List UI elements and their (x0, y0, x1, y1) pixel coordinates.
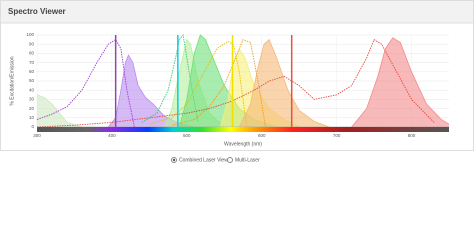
emission-line (238, 38, 330, 128)
area-fill (108, 55, 195, 128)
y-tick-label: 100 (26, 32, 34, 37)
y-tick-label: 70 (29, 60, 35, 65)
x-tick-label: 700 (333, 133, 341, 138)
x-tick-label: 400 (108, 133, 116, 138)
radio-label[interactable]: Multi-Laser (235, 157, 260, 163)
y-tick-label: 60 (29, 69, 35, 74)
excitation-line (36, 38, 135, 128)
y-tick-label: 30 (29, 97, 35, 102)
emission-line (107, 54, 195, 128)
x-tick-label: 600 (258, 133, 266, 138)
y-tick-label: 20 (29, 106, 35, 111)
radio-label[interactable]: Combined Laser View (179, 157, 228, 163)
emission-line (36, 94, 83, 128)
y-tick-label: 50 (29, 78, 35, 83)
x-tick-label: 300 (33, 133, 41, 138)
panel-header (1, 1, 473, 23)
area-fill (351, 37, 449, 127)
panel-title: Spectro Viewer (8, 7, 66, 16)
radio-dot (172, 158, 176, 162)
page: Spectro Viewer 0 10 20 30 40 50 60 70 80 90 100 300… (0, 0, 474, 164)
spectrum-bar (37, 127, 449, 132)
radio-button[interactable] (227, 157, 233, 163)
x-tick-label: 800 (408, 133, 416, 138)
y-tick-label: 40 (29, 87, 35, 92)
y-tick-label: 0 (31, 124, 34, 129)
area-fill (220, 48, 300, 127)
x-axis-label: Wavelength (nm) (224, 141, 262, 147)
area-fill (179, 35, 277, 127)
chart: Spectro Viewer 0 10 20 30 40 50 60 70 80 90 100 300… (0, 0, 474, 163)
excitation-line (149, 40, 248, 128)
emission-line (351, 37, 450, 128)
excitation-line (171, 39, 266, 128)
y-tick-label: 10 (29, 115, 35, 120)
y-tick-label: 90 (29, 41, 35, 46)
y-tick-label: 80 (29, 51, 35, 56)
area-fill (37, 94, 82, 127)
x-tick-label: 500 (183, 133, 191, 138)
y-axis-label: % Excitation/Emission (9, 56, 15, 105)
